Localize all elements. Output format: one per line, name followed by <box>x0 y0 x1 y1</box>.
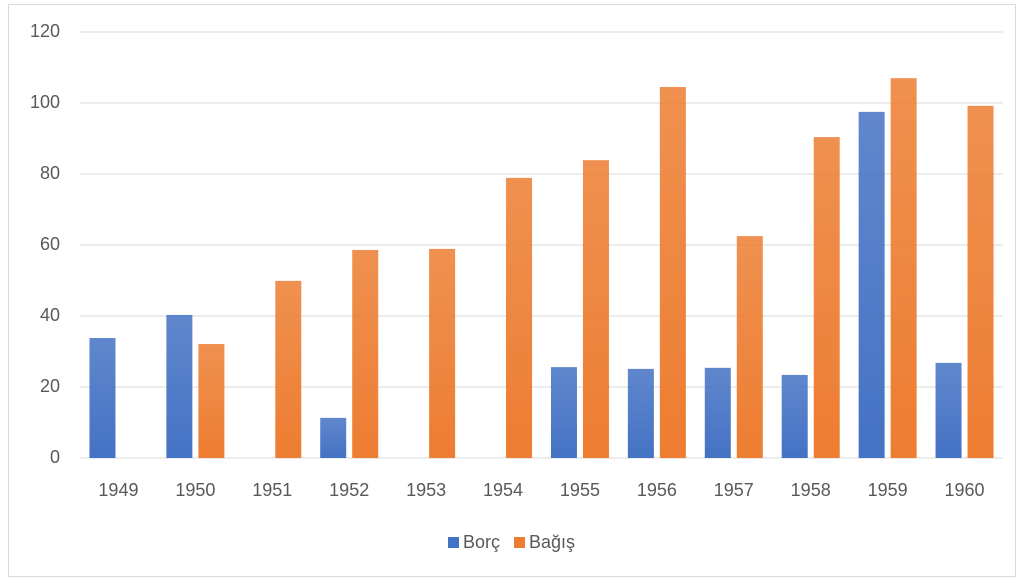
bar <box>813 137 840 458</box>
bar <box>89 338 116 458</box>
legend-label: Bağış <box>529 532 575 552</box>
bar <box>582 160 609 458</box>
x-tick-label: 1949 <box>98 480 138 500</box>
x-tick-label: 1952 <box>329 480 369 500</box>
bar <box>935 362 962 458</box>
bar <box>659 87 686 459</box>
y-tick-label: 60 <box>40 234 60 254</box>
bar <box>429 248 456 458</box>
bar <box>736 236 763 458</box>
bar <box>890 78 917 459</box>
x-tick-label: 1960 <box>945 480 985 500</box>
x-tick-label: 1956 <box>637 480 677 500</box>
bar <box>198 344 225 458</box>
bar <box>550 367 577 458</box>
bar <box>858 111 885 458</box>
legend: Borç Bağış <box>448 532 575 552</box>
x-tick-label: 1953 <box>406 480 446 500</box>
bar <box>781 374 808 458</box>
x-tick-label: 1957 <box>714 480 754 500</box>
x-tick-label: 1958 <box>791 480 831 500</box>
y-tick-label: 80 <box>40 163 60 183</box>
bar <box>166 314 193 458</box>
y-tick-label: 0 <box>50 447 60 467</box>
x-tick-label: 1959 <box>868 480 908 500</box>
bar <box>275 280 302 458</box>
y-tick-label: 100 <box>30 92 60 112</box>
bar <box>352 249 379 458</box>
bar <box>967 105 994 458</box>
legend-label: Borç <box>463 532 500 552</box>
y-tick-label: 120 <box>30 21 60 41</box>
legend-swatch <box>514 537 526 548</box>
x-tick-label: 1955 <box>560 480 600 500</box>
x-tick-label: 1950 <box>175 480 215 500</box>
y-tick-label: 20 <box>40 376 60 396</box>
y-tick-label: 40 <box>40 305 60 325</box>
x-tick-label: 1954 <box>483 480 523 500</box>
bar <box>704 367 731 458</box>
x-tick-label: 1951 <box>252 480 292 500</box>
bar <box>627 368 654 458</box>
bar <box>506 177 533 458</box>
bar <box>320 417 347 458</box>
legend-swatch <box>448 537 459 548</box>
